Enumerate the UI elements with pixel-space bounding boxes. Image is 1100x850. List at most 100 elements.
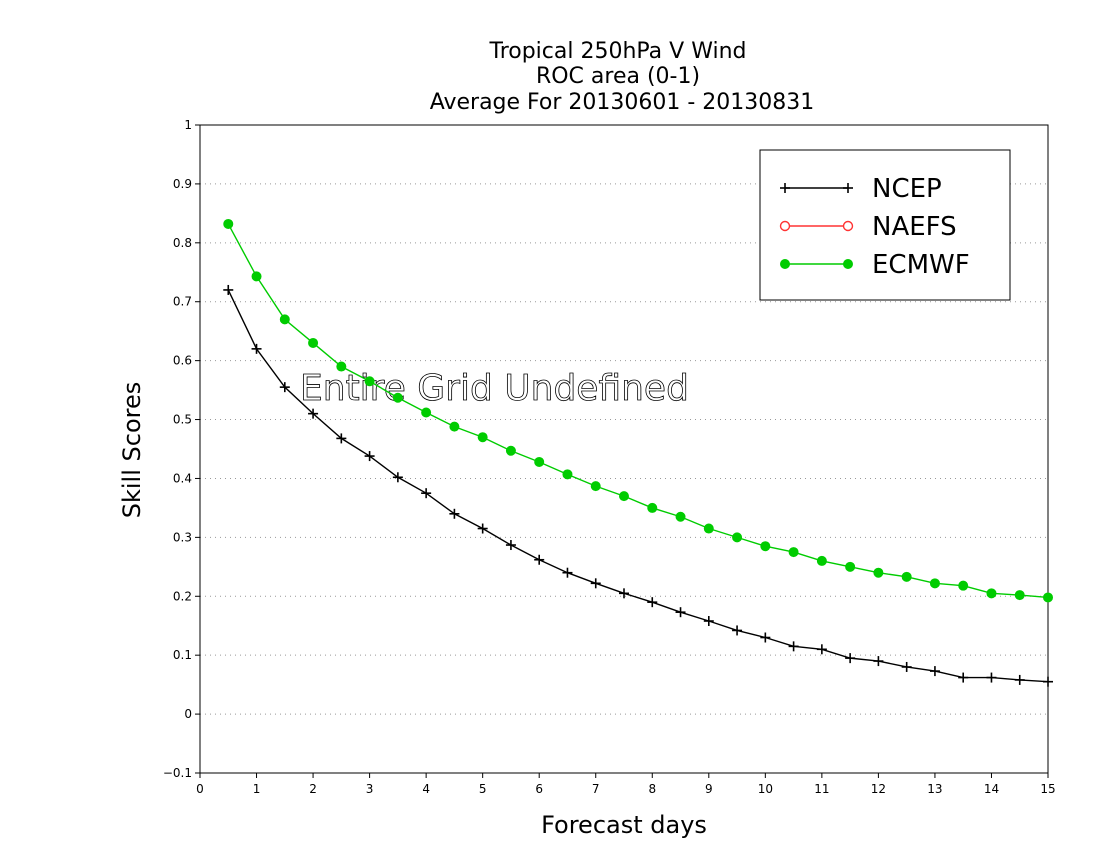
data-point-ecmwf (223, 218, 234, 229)
y-tick-label: 1 (184, 118, 192, 132)
data-point-ncep (562, 567, 573, 578)
x-tick-label: 14 (984, 782, 999, 796)
data-point-ncep (1043, 676, 1053, 687)
data-point-ncep (958, 672, 969, 683)
x-tick-label: 5 (479, 782, 487, 796)
y-tick-label: 0.2 (173, 589, 192, 603)
x-tick-label: 6 (535, 782, 543, 796)
data-point-ecmwf (816, 555, 827, 566)
data-point-ecmwf (449, 421, 460, 432)
series-line-ncep (227, 289, 1049, 683)
data-point-ecmwf (703, 523, 714, 534)
chart-title-line-2: ROC area (0-1) (536, 64, 700, 89)
data-point-ncep (421, 488, 432, 499)
data-point-ncep (308, 408, 319, 419)
legend-marker-naefs (779, 220, 791, 232)
data-point-ecmwf (590, 481, 601, 492)
data-point-ecmwf (1043, 592, 1053, 603)
data-point-ncep (732, 625, 743, 636)
data-point-ncep (986, 672, 997, 683)
data-point-ncep (364, 451, 375, 462)
data-point-ecmwf (619, 491, 629, 502)
data-point-ecmwf (788, 547, 799, 558)
data-point-ncep (760, 632, 771, 643)
x-tick-label: 0 (196, 782, 204, 796)
x-tick-label: 15 (1040, 782, 1055, 796)
x-tick-label: 2 (309, 782, 317, 796)
x-tick-label: 10 (758, 782, 773, 796)
data-point-ncep (816, 644, 827, 655)
data-point-ecmwf (534, 456, 545, 467)
data-point-ecmwf (364, 376, 375, 387)
x-axis-label: Forecast days (541, 811, 707, 839)
data-point-ncep (534, 554, 545, 565)
data-point-ecmwf (421, 407, 432, 418)
data-point-ecmwf (505, 445, 516, 456)
y-tick-label: 0.6 (173, 354, 192, 368)
y-tick-label: 0.1 (173, 648, 192, 662)
data-point-ecmwf (647, 502, 658, 513)
grid-undefined-annotation: Entire Grid Undefined (300, 368, 689, 409)
data-point-ecmwf (336, 361, 347, 372)
data-point-ncep (647, 597, 658, 608)
data-point-ncep (336, 433, 347, 444)
x-tick-label: 13 (927, 782, 942, 796)
data-point-ecmwf (1014, 590, 1025, 601)
data-point-ecmwf (760, 541, 771, 552)
data-point-ecmwf (986, 588, 997, 599)
data-point-ncep (929, 666, 940, 677)
data-point-ncep (675, 607, 686, 618)
x-tick-label: 4 (422, 782, 430, 796)
x-tick-label: 8 (648, 782, 656, 796)
data-point-ncep (223, 284, 234, 295)
data-point-ecmwf (873, 567, 884, 578)
data-point-ecmwf (675, 511, 686, 522)
data-point-ncep (477, 523, 488, 534)
x-tick-label: 9 (705, 782, 713, 796)
data-point-ecmwf (929, 578, 940, 589)
data-point-ecmwf (308, 337, 319, 348)
data-point-ecmwf (958, 580, 969, 591)
data-point-ncep (901, 661, 912, 672)
chart-title-line-3: Average For 20130601 - 20130831 (430, 90, 815, 115)
y-tick-label: 0.8 (173, 236, 192, 250)
series-layer (223, 218, 1053, 687)
y-axis-label: Skill Scores (118, 382, 146, 519)
y-tick-label: −0.1 (163, 766, 192, 780)
y-tick-label: 0.5 (173, 413, 192, 427)
data-point-ncep (788, 641, 799, 652)
data-point-ncep (590, 578, 601, 589)
data-point-ecmwf (279, 314, 290, 325)
legend-label-ecmwf: ECMWF (872, 250, 970, 280)
legend-marker-ecmwf (780, 259, 790, 269)
data-point-ecmwf (845, 561, 856, 572)
legend-marker-ecmwf (843, 259, 853, 269)
data-point-ncep (703, 616, 714, 627)
legend-label-naefs: NAEFS (872, 212, 957, 242)
data-point-ecmwf (901, 571, 912, 582)
y-tick-label: 0 (184, 707, 192, 721)
legend: NCEP NAEFS ECMWF (759, 149, 1011, 301)
data-point-ncep (251, 343, 262, 354)
data-point-ncep (392, 472, 403, 483)
legend-box (759, 149, 1011, 301)
data-point-ecmwf (392, 392, 403, 403)
x-tick-label: 7 (592, 782, 600, 796)
y-tick-label: 0.9 (173, 177, 192, 191)
x-tick-label: 11 (814, 782, 829, 796)
data-point-ncep (1014, 674, 1025, 685)
data-point-ncep (845, 653, 856, 664)
data-point-ncep (873, 656, 884, 667)
y-tick-label: 0.4 (173, 471, 192, 485)
legend-items: NCEP NAEFS ECMWF (779, 174, 970, 280)
x-tick-label: 3 (366, 782, 374, 796)
axis-ticks: −0.1 0 0.1 0.2 0.3 0.4 0.5 0.6 0.7 0.8 0.9 10 1 2 3 4 5 6… (163, 118, 1056, 796)
y-tick-label: 0.7 (173, 295, 192, 309)
y-tick-label: 0.3 (173, 530, 192, 544)
chart-title-line-1: Tropical 250hPa V Wind (488, 39, 746, 64)
data-point-ncep (279, 382, 290, 393)
data-point-ncep (449, 508, 460, 519)
data-point-ecmwf (732, 532, 743, 543)
legend-label-ncep: NCEP (872, 174, 942, 204)
